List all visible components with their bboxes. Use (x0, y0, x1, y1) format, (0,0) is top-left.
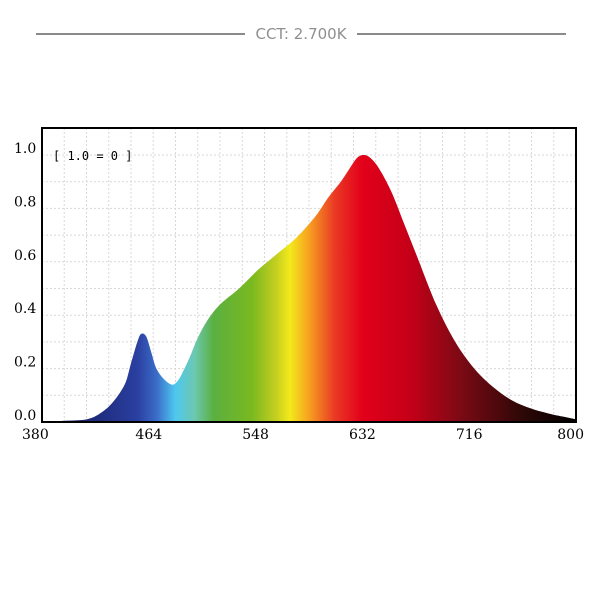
y-tick-label: 0.0 (14, 408, 36, 424)
chart-title-bar: CCT: 2.700K (36, 22, 566, 46)
x-tick-label: 548 (242, 427, 269, 443)
x-tick-label: 716 (456, 427, 483, 443)
x-tick-label: 380 (22, 427, 49, 443)
x-tick-label: 464 (135, 427, 162, 443)
y-tick-label: 1.0 (14, 141, 36, 157)
chart-title: CCT: 2.700K (255, 25, 347, 43)
plot-frame (41, 127, 577, 423)
x-tick-label: 800 (557, 427, 584, 443)
title-rule-left (36, 33, 246, 35)
y-axis-ticks: 0.0 0.2 0.4 0.6 0.8 1.0 (14, 141, 36, 424)
y-tick-label: 0.2 (14, 355, 36, 371)
title-rule-right (356, 33, 566, 35)
spectrum-area (42, 155, 576, 422)
y-tick-label: 0.8 (14, 194, 36, 210)
scale-note: [ 1.0 = 0 ] (53, 149, 132, 163)
y-tick-label: 0.4 (14, 301, 36, 317)
y-tick-label: 0.6 (14, 248, 36, 264)
x-tick-label: 632 (349, 427, 376, 443)
x-axis-ticks: 380 464 548 632 716 800 (22, 427, 584, 443)
